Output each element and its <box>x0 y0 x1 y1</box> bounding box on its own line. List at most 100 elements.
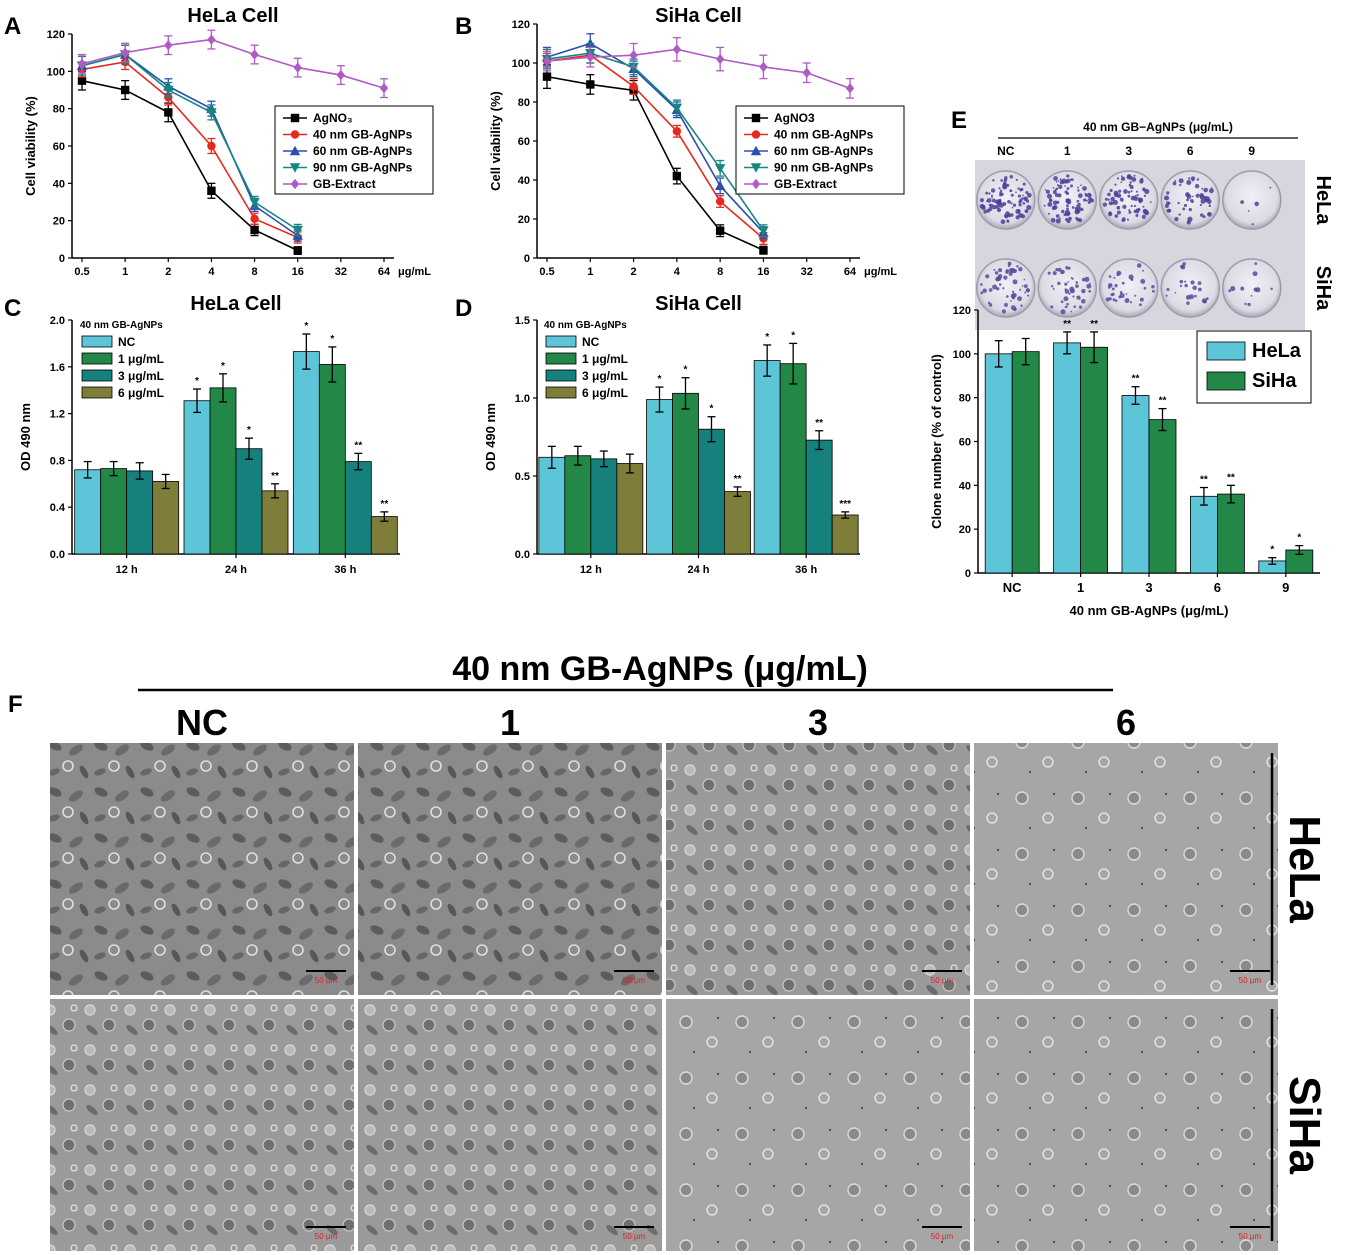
colony-dot <box>1066 199 1072 205</box>
legend-marker <box>751 113 761 123</box>
colony-dot <box>1023 278 1026 281</box>
data-point <box>802 67 811 78</box>
colony-plate-images: 40 nm GB−AgNPs (μg/mL) NC 1 3 6 9 HeLa SiHa <box>975 120 1334 330</box>
micrograph-image <box>974 999 1278 1251</box>
panel-b-line-chart: B SiHa Cell 0 20 40 60 80 100 120 0.5 1 2 4 8 16 32 64 μ… <box>455 5 905 278</box>
colony-dot <box>1107 198 1110 201</box>
colony-dot <box>1199 193 1204 198</box>
y-tick-label: 60 <box>959 437 971 449</box>
data-point <box>207 186 216 195</box>
colony-dot <box>1139 179 1144 184</box>
y-tick-label: 0.0 <box>50 549 65 561</box>
data-point <box>629 50 638 61</box>
legend-label: 1 μg/mL <box>118 352 164 366</box>
y-tick-label: 0 <box>59 253 65 265</box>
scale-bar-label: 50 μm <box>1239 976 1262 985</box>
colony-dot <box>980 283 983 286</box>
colony-dot <box>1128 274 1134 280</box>
x-tick-label: 36 h <box>334 564 356 576</box>
x-unit-label: μg/mL <box>398 266 431 278</box>
colony-dot <box>1127 194 1131 198</box>
colony-dot <box>1071 277 1074 280</box>
data-point <box>672 44 682 55</box>
panel-label-f: F <box>8 691 23 718</box>
data-point <box>759 246 768 255</box>
colony-dot <box>1119 291 1123 294</box>
colony-dot <box>1192 285 1197 291</box>
colony-dot <box>1164 197 1167 200</box>
significance-label: ** <box>354 440 362 451</box>
x-tick-label: 0.5 <box>74 266 89 278</box>
x-tick-label: 4 <box>674 266 681 278</box>
y-axis-label: Cell viability (%) <box>488 91 503 191</box>
colony-dot <box>1003 214 1008 218</box>
colony-dot <box>1003 275 1008 280</box>
colony-dot <box>1059 217 1061 220</box>
colony-dot <box>1186 194 1192 199</box>
significance-label: ** <box>1090 319 1098 330</box>
legend-label: 3 μg/mL <box>118 369 164 383</box>
significance-label: * <box>658 374 662 385</box>
data-point <box>293 62 302 73</box>
data-point <box>715 197 725 206</box>
legend-title: 40 nm GB-AgNPs <box>544 320 627 331</box>
colony-dot <box>1081 299 1086 304</box>
significance-label: ** <box>380 499 388 510</box>
colony-dot <box>1066 207 1069 211</box>
micrograph-row-label: SiHa <box>1280 1076 1329 1174</box>
colony-dot <box>1186 220 1191 225</box>
colony-dot <box>985 274 990 279</box>
panel-label-a: A <box>4 13 21 40</box>
colony-dot <box>1105 297 1110 302</box>
colony-dot <box>998 193 1003 197</box>
micrograph-image <box>50 743 354 995</box>
colony-dot <box>1066 204 1069 208</box>
legend-label: 6 μg/mL <box>118 386 164 400</box>
colony-dot <box>1077 193 1083 199</box>
colony-dot <box>1104 197 1108 201</box>
y-tick-label: 100 <box>512 58 530 70</box>
colony-dot <box>1020 304 1023 307</box>
scale-bar-label: 50 μm <box>931 976 954 985</box>
colony-dot <box>990 188 996 193</box>
legend-marker <box>750 163 762 173</box>
colony-dot <box>1151 289 1155 293</box>
significance-label: ** <box>271 471 279 482</box>
colony-dot <box>1210 187 1213 190</box>
y-tick-label: 1.2 <box>50 409 65 421</box>
y-tick-label: 2.0 <box>50 315 65 327</box>
colony-dot <box>1244 302 1247 306</box>
colony-dot <box>998 268 1003 273</box>
data-point <box>207 34 216 45</box>
colony-dot <box>1064 282 1068 286</box>
colony-dot <box>1142 269 1144 272</box>
colony-dot <box>1182 262 1186 266</box>
colony-dot <box>1064 185 1066 187</box>
colony-dot <box>1200 213 1204 217</box>
colony-dot <box>1114 299 1118 302</box>
colony-dot <box>1020 187 1024 191</box>
data-point <box>250 225 259 235</box>
colony-dot <box>1064 211 1070 217</box>
significance-label: * <box>304 321 308 332</box>
colony-dot <box>1024 197 1028 200</box>
colony-dot <box>1022 194 1024 197</box>
legend-label: GB-Extract <box>774 177 837 191</box>
colony-dot <box>996 287 1000 291</box>
colony-dot <box>1002 202 1005 205</box>
data-point <box>586 80 595 89</box>
colony-dot <box>1080 184 1082 186</box>
colony-dot <box>1188 177 1191 180</box>
colony-dot <box>1000 219 1006 225</box>
data-point <box>292 225 303 236</box>
colony-dot <box>1203 187 1208 193</box>
colony-dot <box>1128 175 1133 180</box>
data-point <box>250 214 259 223</box>
legend-swatch <box>545 369 577 382</box>
data-point <box>672 171 682 181</box>
colony-dot <box>980 291 984 295</box>
colony-dot <box>1065 265 1069 270</box>
colony-dot <box>1207 212 1212 217</box>
colony-dot <box>1150 201 1152 203</box>
